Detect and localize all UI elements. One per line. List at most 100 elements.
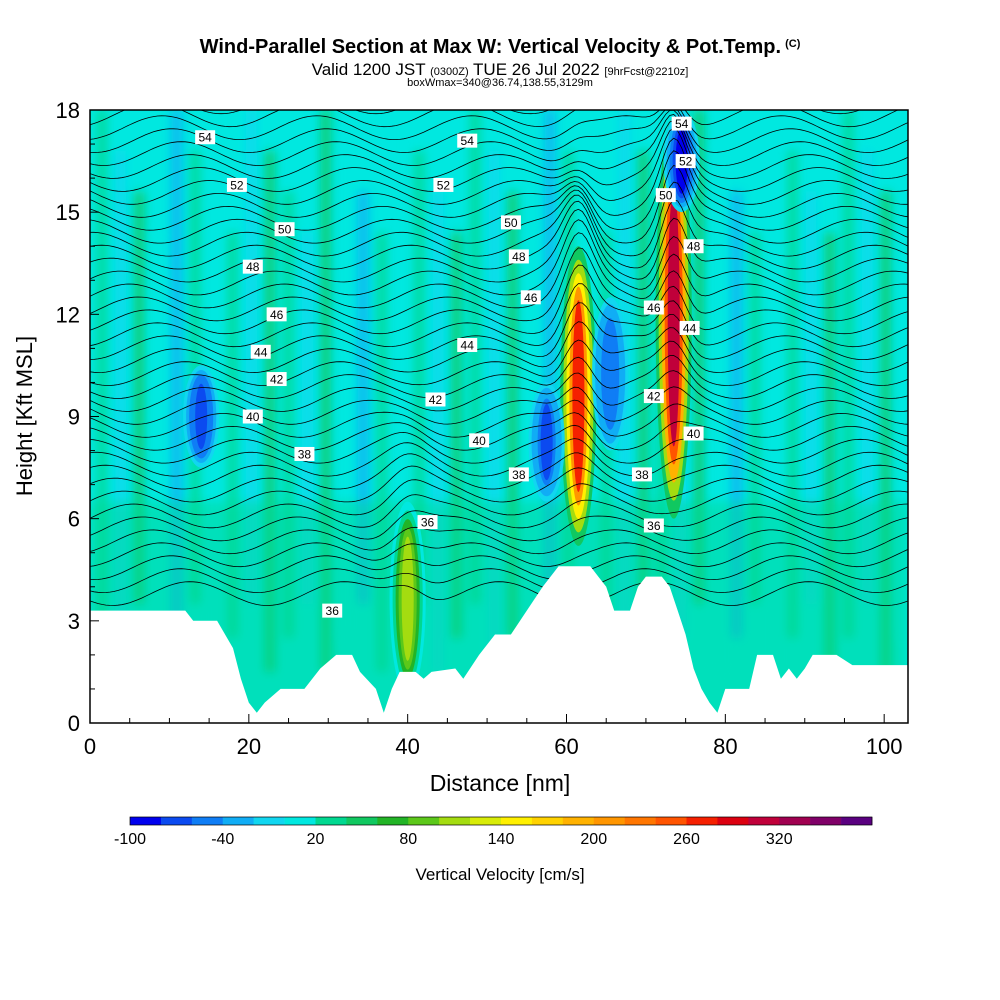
y-tick-label: 3: [68, 609, 80, 634]
colorbar-tick-label: 200: [580, 831, 607, 848]
x-tick-label: 20: [237, 734, 261, 759]
isentrope-label-text: 40: [472, 434, 486, 448]
isentrope-line: [90, 355, 908, 399]
isentrope-label-text: 46: [524, 291, 538, 305]
isentrope-label-bg: [679, 320, 700, 335]
field-streak: [694, 110, 705, 604]
field-streak: [712, 150, 723, 672]
field-streak: [358, 191, 369, 604]
isentrope-label-bg: [671, 116, 692, 131]
field-streak: [376, 232, 387, 672]
isentrope-line: [90, 510, 908, 542]
isentrope-label: 38: [508, 467, 529, 482]
isentrope-line: [90, 424, 908, 464]
colorbar-tick-label: -100: [114, 831, 146, 848]
isentrope-label: 36: [417, 515, 438, 530]
field-streak: [806, 191, 817, 604]
isentrope-line: [90, 542, 908, 568]
valid-prefix: Valid 1200 JST: [311, 60, 426, 79]
field-streak: [227, 232, 238, 638]
isentrope-label-text: 44: [683, 321, 697, 335]
isentrope-label: 46: [266, 307, 287, 322]
isentrope-line: [90, 181, 908, 257]
isentrope-line: [90, 110, 900, 128]
colorbar-swatch: [284, 817, 316, 825]
colorbar-swatch: [439, 817, 471, 825]
isentrope-label-bg: [242, 259, 263, 274]
colorbar-swatch: [315, 817, 347, 825]
isentrope-label-bg: [520, 290, 541, 305]
isentrope-label: 50: [274, 222, 295, 237]
field-streak: [96, 110, 107, 672]
isentrope-label-text: 42: [429, 393, 443, 407]
x-tick-label: 0: [84, 734, 96, 759]
colorbar-swatch: [191, 817, 224, 825]
isentrope-line: [90, 581, 908, 606]
isentrope-label-text: 54: [198, 131, 212, 145]
chart-title-text: Wind-Parallel Section at Max W: Vertical…: [199, 36, 782, 58]
isentrope-line: [90, 232, 908, 309]
colorbar-swatch: [841, 817, 873, 825]
downdraft-contour: [540, 403, 553, 481]
updraft-contour: [401, 536, 414, 661]
field-streak: [302, 232, 313, 604]
isentrope-label: 54: [195, 130, 216, 145]
field-streak: [862, 150, 873, 604]
x-tick-label: 80: [713, 734, 737, 759]
isentrope-label-bg: [226, 177, 247, 192]
isentrope-line: [90, 283, 908, 348]
colorbar-frame: [129, 816, 873, 826]
isentrope-label-text: 50: [278, 223, 292, 237]
isentrope-line: [90, 137, 908, 218]
isentrope-label-bg: [242, 409, 263, 424]
isentrope-line: [90, 150, 908, 231]
colorbar-swatch: [253, 817, 285, 825]
isentrope-label-bg: [250, 344, 271, 359]
isentrope-line: [90, 208, 908, 283]
valid-date: TUE 26 Jul 2022: [473, 60, 600, 79]
updraft-1: [560, 246, 597, 546]
isentrope-label-text: 48: [246, 260, 260, 274]
field-streak: [339, 150, 350, 638]
isentrope-label-bg: [322, 603, 343, 618]
field-streak: [115, 150, 126, 638]
isentrope-label-bg: [417, 515, 438, 530]
downdraft-contour: [195, 383, 208, 450]
isentrope-label: 54: [671, 116, 692, 131]
colorbar-swatch: [655, 817, 687, 825]
isentrope-label-bg: [683, 426, 704, 441]
colorbar: -100 -40 20 80 140 200 260 320 Vertical Velocity…: [114, 816, 873, 884]
field-streak: [600, 232, 611, 672]
isentrope-label-text: 52: [679, 155, 693, 169]
colorbar-tick-label: 20: [307, 831, 325, 848]
isentrope-label-bg: [425, 392, 446, 407]
isentrope-label-bg: [294, 446, 315, 461]
downdraft-contour: [604, 324, 617, 423]
field-streak: [731, 191, 742, 638]
isentrope-label-bg: [643, 389, 664, 404]
field-streak: [638, 150, 649, 604]
isentrope-label: 44: [250, 344, 271, 359]
y-tick-label: 6: [68, 507, 80, 532]
colorbar-swatch: [717, 817, 749, 825]
colorbar-tick-label: 80: [399, 831, 417, 848]
colorbar-swatch: [531, 817, 564, 825]
isentrope-label: 44: [679, 320, 700, 335]
forecast-info: [9hrFcst@2210z]: [604, 66, 689, 78]
colorbar-swatch: [686, 817, 718, 825]
colorbar-swatch: [470, 817, 502, 825]
isentrope-label: 38: [631, 467, 652, 482]
isentrope-label-bg: [457, 337, 478, 352]
updraft-contour: [667, 189, 680, 447]
isentrope-label: 54: [457, 133, 478, 148]
isentrope-label: 50: [500, 215, 521, 230]
field-streak: [787, 150, 798, 638]
field-streak: [414, 150, 425, 604]
isentrope-label-text: 38: [298, 447, 312, 461]
isentrope-label-bg: [457, 133, 478, 148]
valid-time-line: Valid 1200 JST (0300Z) TUE 26 Jul 2022 […: [0, 60, 1000, 80]
isentrope-label: 50: [655, 188, 676, 203]
colorbar-tick-label: 320: [766, 831, 793, 848]
isentrope-line: [90, 526, 908, 555]
isentrope-line: [90, 438, 908, 477]
